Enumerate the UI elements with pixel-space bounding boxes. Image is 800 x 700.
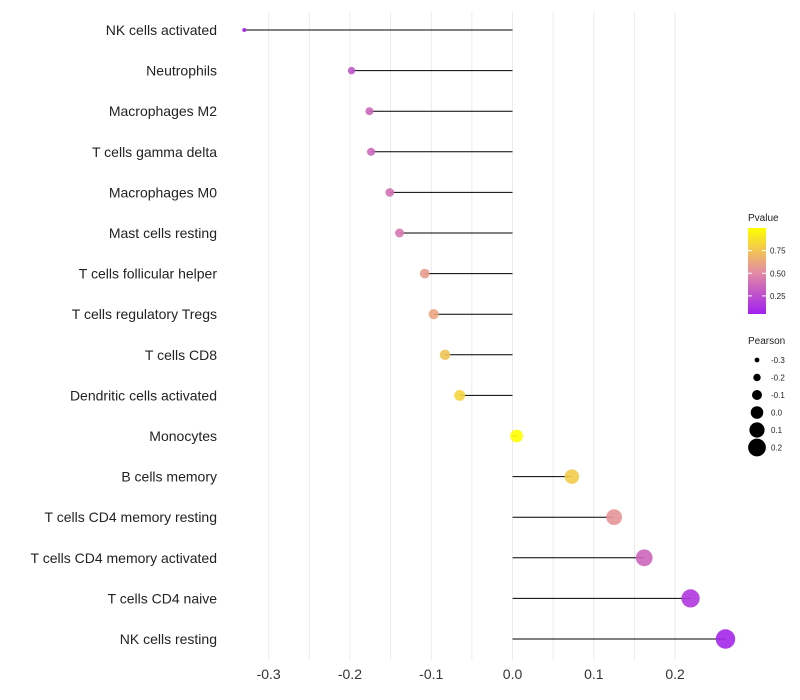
x-tick-label: 0.2 — [665, 666, 685, 682]
category-label: T cells regulatory Tregs — [72, 306, 217, 322]
pearson-size-key — [754, 357, 760, 363]
pearson-size-label: 0.0 — [771, 409, 783, 418]
lollipop-point — [428, 309, 439, 320]
lollipop-point — [510, 429, 523, 443]
pearson-legend-title: Pearson — [748, 336, 785, 347]
segment-layer — [244, 29, 726, 640]
category-label: T cells CD4 memory activated — [31, 550, 217, 566]
pearson-size-key — [749, 422, 765, 438]
x-axis-ticks: -0.3 -0.2 -0.1 0.0 0.1 0.2 — [257, 666, 685, 682]
x-tick-label: 0.1 — [584, 666, 604, 682]
x-tick-label: -0.2 — [338, 666, 362, 682]
pearson-size-label: -0.3 — [771, 356, 785, 365]
category-label: Monocytes — [149, 428, 217, 444]
point-layer — [242, 28, 736, 649]
pearson-size-label: -0.1 — [771, 391, 785, 400]
lollipop-point — [365, 107, 374, 116]
category-label: T cells CD4 memory resting — [45, 509, 217, 525]
pearson-size-label: -0.2 — [771, 374, 785, 383]
pearson-size-key — [752, 390, 762, 400]
lollipop-point — [367, 147, 376, 156]
pearson-size-label: 0.1 — [771, 426, 783, 435]
lollipop-point — [242, 28, 247, 32]
grid-layer — [268, 12, 676, 660]
lollipop-point — [439, 349, 451, 361]
colorbar-tick-label: 0.25 — [770, 292, 786, 301]
category-label: T cells CD4 naive — [108, 590, 218, 606]
pvalue-legend: Pvalue 0.25 0.50 0.75 — [748, 213, 786, 314]
pearson-size-key — [750, 406, 764, 419]
x-tick-label: -0.1 — [419, 666, 443, 682]
x-tick-label: -0.3 — [257, 666, 281, 682]
colorbar-tick-label: 0.50 — [770, 269, 786, 278]
lollipop-point — [715, 629, 736, 649]
lollipop-point — [454, 389, 466, 401]
category-label: NK cells resting — [120, 631, 217, 647]
lollipop-point — [635, 549, 653, 567]
lollipop-point — [681, 589, 700, 608]
pvalue-legend-title: Pvalue — [748, 213, 779, 224]
lollipop-point — [395, 228, 405, 238]
category-label: Neutrophils — [146, 63, 217, 79]
pvalue-colorbar — [748, 228, 766, 314]
category-label: Mast cells resting — [109, 225, 217, 241]
lollipop-point — [385, 188, 395, 197]
category-label: NK cells activated — [106, 22, 217, 38]
lollipop-point — [564, 469, 580, 484]
category-labels: NK cells activated Neutrophils Macrophages… — [31, 22, 218, 647]
category-label: Dendritic cells activated — [70, 387, 217, 403]
x-tick-label: 0.0 — [503, 666, 523, 682]
category-label: T cells follicular helper — [79, 266, 218, 282]
category-label: T cells gamma delta — [92, 144, 217, 160]
category-label: T cells CD8 — [145, 347, 217, 363]
lollipop-point — [347, 66, 356, 75]
pearson-legend: Pearson -0.3 -0.2 -0.1 0.0 0.1 0.2 — [748, 336, 785, 457]
category-label: B cells memory — [121, 469, 217, 485]
category-label: Macrophages M2 — [109, 103, 217, 119]
colorbar-tick-label: 0.75 — [770, 247, 786, 256]
lollipop-point — [606, 509, 623, 526]
lollipop-point — [419, 268, 430, 279]
pearson-size-key — [753, 373, 761, 382]
pearson-size-label: 0.2 — [771, 444, 783, 453]
pearson-size-key — [748, 438, 766, 457]
category-label: Macrophages M0 — [109, 184, 217, 200]
